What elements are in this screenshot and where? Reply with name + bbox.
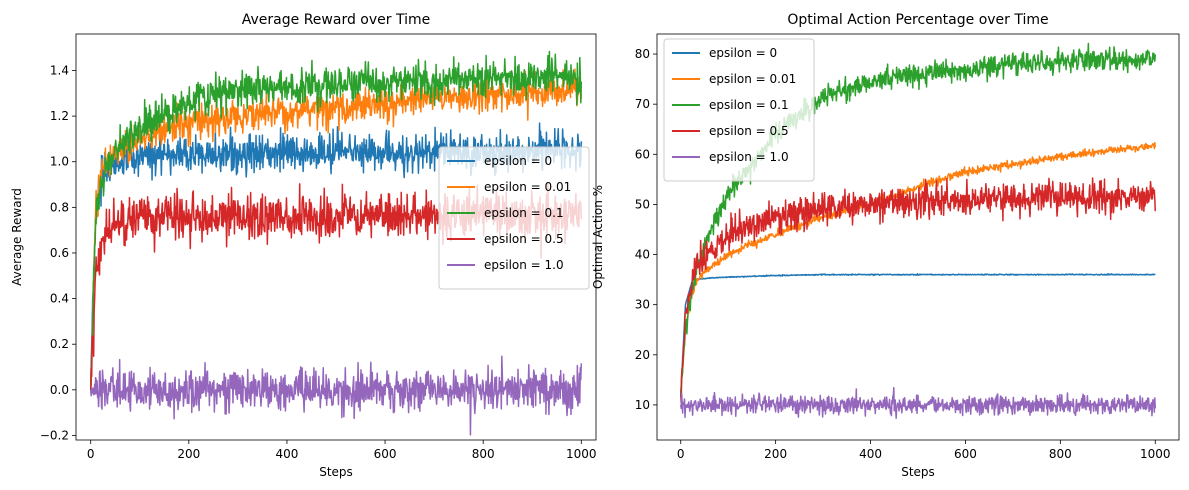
x-tick-label: 1000 [566, 447, 597, 461]
legend-entry-label: epsilon = 0.5 [709, 124, 789, 138]
y-tick-label: 1.0 [50, 155, 69, 169]
x-tick-label: 0 [677, 447, 685, 461]
y-tick-label: −0.2 [40, 428, 69, 442]
legend-entry-label: epsilon = 0.5 [484, 232, 564, 246]
y-tick-label: 50 [635, 197, 650, 211]
y-tick-label: 30 [635, 298, 650, 312]
series-line-4 [679, 177, 1157, 404]
legend-box [438, 146, 590, 290]
series-line-3 [89, 50, 583, 390]
y-tick-label: 10 [635, 398, 650, 412]
plot-frame [75, 33, 597, 441]
x-axis-label: Steps [319, 465, 353, 479]
y-tick-label: 0.0 [50, 383, 69, 397]
chart-2: 0 200 400 600 800 1000 10 20 30 40 50 60 70 80 Optimal… [591, 12, 1180, 479]
legend-entry-label: epsilon = 1.0 [484, 258, 564, 272]
x-tick-label: 200 [177, 447, 200, 461]
y-tick-label: 1.4 [50, 63, 69, 77]
x-tick-label: 400 [275, 447, 298, 461]
x-tick-label: 600 [954, 447, 977, 461]
legend: epsilon = 0 epsilon = 0.01 epsilon = 0.1 ep… [438, 146, 590, 290]
series-line-1 [679, 273, 1156, 395]
x-tick-label: 200 [764, 447, 787, 461]
series-line-5 [89, 355, 583, 436]
y-tick-label: 20 [635, 348, 650, 362]
legend-entry-label: epsilon = 0 [709, 46, 777, 60]
chart-title: Average Reward over Time [242, 12, 430, 28]
y-tick-label: 80 [635, 47, 650, 61]
legend-box [663, 38, 815, 182]
chart-1: 0 200 400 600 800 1000 −0.2 0.0 0.2 0.4 0.6 0.8 1.0 1… [10, 12, 597, 479]
series-line-5 [679, 386, 1157, 419]
x-tick-label: 1000 [1140, 447, 1171, 461]
y-tick-label: 0.8 [50, 200, 69, 214]
legend-entry-label: epsilon = 0.01 [709, 72, 796, 86]
y-tick-label: 70 [635, 97, 650, 111]
x-axis-label: Steps [901, 465, 935, 479]
x-tick-label: 400 [859, 447, 882, 461]
y-axis-label: Average Reward [10, 188, 24, 286]
legend-entry-label: epsilon = 1.0 [709, 150, 789, 164]
y-tick-label: 0.6 [50, 246, 69, 260]
legend: epsilon = 0 epsilon = 0.01 epsilon = 0.1 ep… [663, 38, 815, 182]
series-line-2 [89, 68, 583, 390]
y-tick-label: 0.4 [50, 292, 69, 306]
y-tick-label: 1.2 [50, 109, 69, 123]
x-tick-label: 800 [1049, 447, 1072, 461]
legend-entry-label: epsilon = 0.1 [709, 98, 789, 112]
y-tick-label: 60 [635, 147, 650, 161]
x-tick-label: 600 [374, 447, 397, 461]
chart-title: Optimal Action Percentage over Time [787, 12, 1048, 28]
y-tick-label: 0.2 [50, 337, 69, 351]
legend-entry-label: epsilon = 0.1 [484, 206, 564, 220]
y-axis-label: Optimal Action % [591, 185, 605, 289]
legend-entry-label: epsilon = 0.01 [484, 180, 571, 194]
series-line-2 [679, 141, 1157, 395]
x-tick-label: 0 [87, 447, 95, 461]
plot-frame [656, 33, 1180, 441]
legend-entry-label: epsilon = 0 [484, 154, 552, 168]
series-group [679, 42, 1157, 419]
y-tick-label: 40 [635, 248, 650, 262]
x-tick-label: 800 [472, 447, 495, 461]
